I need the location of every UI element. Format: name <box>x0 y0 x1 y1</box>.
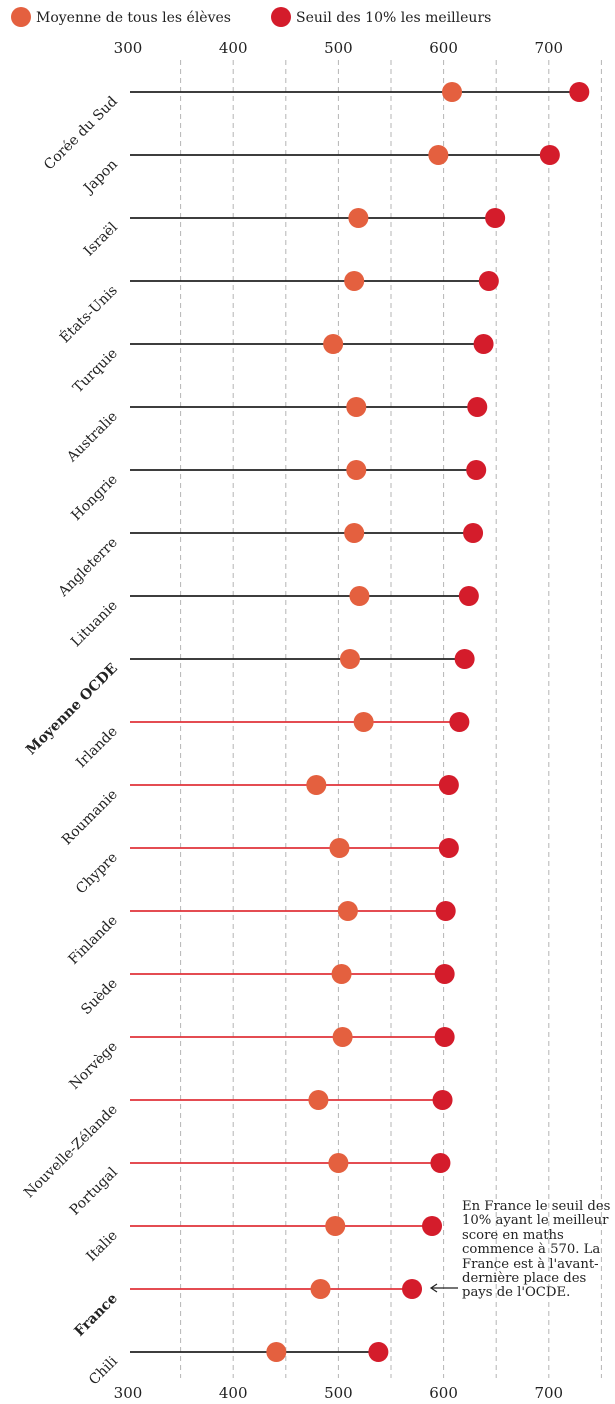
mean-dot <box>344 523 365 543</box>
x-tick-label-bottom: 400 <box>219 1384 248 1402</box>
mean-dot <box>337 901 358 921</box>
category-label: Israël <box>81 219 121 259</box>
top-decile-dot <box>438 775 459 795</box>
top-decile-dot <box>473 334 494 354</box>
mean-dot <box>442 82 463 102</box>
top-decile-dot <box>438 838 459 858</box>
mean-dot <box>325 1216 346 1236</box>
mean-dot <box>329 838 350 858</box>
annotation-text: En France le seuil des 10% ayant le meil… <box>462 1199 611 1301</box>
category-label: Italie <box>84 1228 121 1265</box>
x-tick-label-bottom: 300 <box>114 1384 143 1402</box>
category-label: Chili <box>86 1353 121 1388</box>
category-label: Japon <box>80 157 121 198</box>
top-decile-dot <box>432 1090 453 1110</box>
mean-dot <box>331 964 352 984</box>
mean-dot <box>346 460 367 480</box>
category-labels: Corée du SudJaponIsraëlÉtats-UnisTurquie… <box>21 93 121 1388</box>
mean-dot <box>323 334 344 354</box>
category-label: France <box>71 1290 120 1339</box>
top-decile-dot <box>485 208 506 228</box>
mean-dot <box>344 271 365 291</box>
category-label: Portugal <box>67 1164 121 1218</box>
category-label: Norvège <box>67 1039 121 1093</box>
legend-marker-top <box>271 7 291 27</box>
category-label: Irlande <box>73 724 121 772</box>
x-axis-bottom: 300 400 500 600 700 <box>114 1384 563 1402</box>
dumbbell-lines <box>130 91 580 1353</box>
mean-dot <box>346 397 367 417</box>
legend-marker-mean <box>11 7 31 27</box>
category-label: Lituanie <box>68 598 121 651</box>
mean-dot <box>306 775 327 795</box>
category-label: Finlande <box>65 913 120 968</box>
category-label: Suède <box>78 976 121 1019</box>
x-tick-label-top: 600 <box>429 39 458 57</box>
top-decile-dot <box>467 397 488 417</box>
x-tick-label-top: 700 <box>534 39 563 57</box>
x-tick-label-top: 300 <box>114 39 143 57</box>
mean-dot <box>332 1027 353 1047</box>
top-decile-dot <box>463 523 484 543</box>
x-axis-top: 300 400 500 600 700 <box>114 39 563 57</box>
mean-dot <box>428 145 449 165</box>
x-tick-label-top: 400 <box>219 39 248 57</box>
category-label: États-Unis <box>56 281 121 346</box>
x-tick-label-bottom: 700 <box>534 1384 563 1402</box>
category-label: Chypre <box>73 850 121 898</box>
mean-dot <box>266 1342 287 1362</box>
category-label: Hongrie <box>68 472 120 524</box>
top-decile-dot <box>449 712 470 732</box>
mean-dot <box>353 712 374 732</box>
top-decile-dot <box>430 1153 451 1173</box>
mean-dot <box>328 1153 349 1173</box>
dumbbell-dots <box>266 82 590 1362</box>
mean-dot <box>310 1279 331 1299</box>
top-decile-dot <box>368 1342 389 1362</box>
top-decile-dot <box>539 145 560 165</box>
top-decile-dot <box>478 271 499 291</box>
top-decile-dot <box>402 1279 423 1299</box>
top-decile-dot <box>434 1027 455 1047</box>
category-label: Australie <box>63 409 120 466</box>
x-tick-label-top: 500 <box>324 39 353 57</box>
mean-dot <box>349 586 370 606</box>
category-label: Angleterre <box>55 535 121 601</box>
legend-label-top: Seuil des 10% les meilleurs <box>296 10 491 26</box>
mean-dot <box>308 1090 329 1110</box>
mean-dot <box>339 649 360 669</box>
x-tick-label-bottom: 600 <box>429 1384 458 1402</box>
top-decile-dot <box>454 649 475 669</box>
category-label: Roumanie <box>59 787 121 849</box>
top-decile-dot <box>458 586 479 606</box>
legend-label-mean: Moyenne de tous les élèves <box>36 10 231 26</box>
top-decile-dot <box>466 460 487 480</box>
x-tick-label-bottom: 500 <box>324 1384 353 1402</box>
legend: Moyenne de tous les élèves Seuil des 10%… <box>11 7 491 27</box>
top-decile-dot <box>569 82 590 102</box>
mean-dot <box>348 208 369 228</box>
top-decile-dot <box>435 901 456 921</box>
category-label: Turquie <box>70 346 121 397</box>
annotation-arrow <box>429 1283 458 1293</box>
top-decile-dot <box>434 964 455 984</box>
grid-lines <box>180 60 602 1378</box>
top-decile-dot <box>422 1216 443 1236</box>
